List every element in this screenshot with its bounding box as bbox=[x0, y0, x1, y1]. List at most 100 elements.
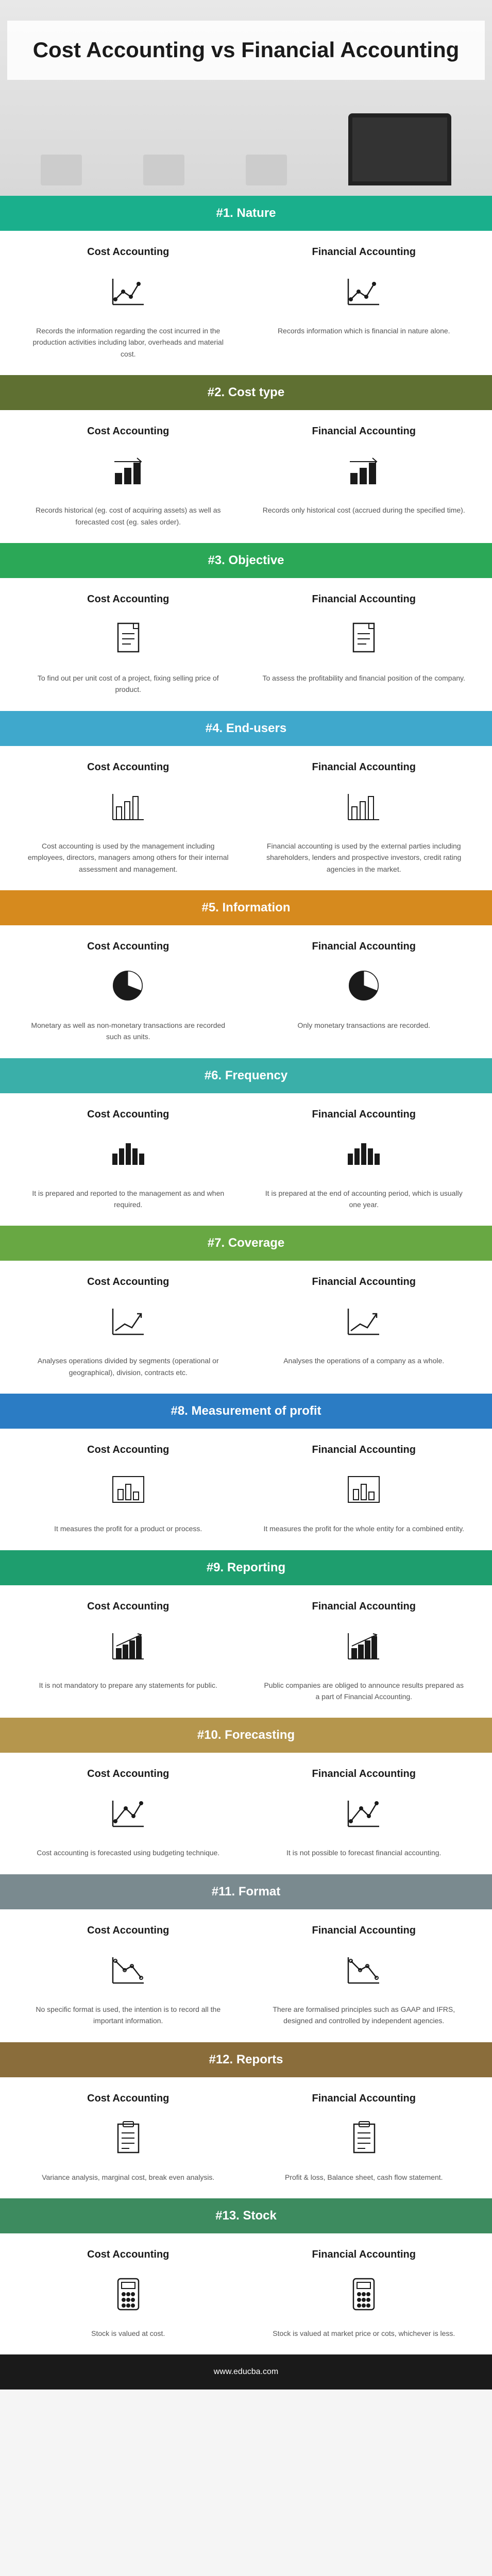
left-col-text: Stock is valued at cost. bbox=[21, 2328, 236, 2339]
right-col-text: Records information which is financial i… bbox=[257, 325, 472, 336]
report-icon bbox=[257, 2117, 472, 2159]
comparison-row-6: Cost Accounting It is prepared and repor… bbox=[0, 1093, 492, 1226]
right-col-text: Financial accounting is used by the exte… bbox=[257, 840, 472, 875]
section-title: #4. End-users bbox=[206, 721, 286, 735]
right-col-text: Analyses the operations of a company as … bbox=[257, 1355, 472, 1366]
section-header-7: #7. Coverage bbox=[0, 1226, 492, 1261]
bar-chart-icon bbox=[21, 786, 236, 827]
right-column: Financial Accounting Stock is valued at … bbox=[257, 2249, 472, 2339]
left-col-text: Cost accounting is used by the managemen… bbox=[21, 840, 236, 875]
left-column: Cost Accounting To find out per unit cos… bbox=[21, 594, 236, 696]
section-title: #11. Format bbox=[212, 1885, 280, 1899]
section-header-11: #11. Format bbox=[0, 1874, 492, 1909]
right-col-title: Financial Accounting bbox=[257, 594, 472, 605]
comparison-row-9: Cost Accounting It is not mandatory to p… bbox=[0, 1585, 492, 1718]
section-title: #1. Nature bbox=[216, 206, 276, 220]
section-title: #9. Reporting bbox=[207, 1561, 285, 1574]
right-col-title: Financial Accounting bbox=[257, 1601, 472, 1613]
section-title: #12. Reports bbox=[209, 2053, 283, 2066]
comparison-row-4: Cost Accounting Cost accounting is used … bbox=[0, 746, 492, 890]
right-col-text: Stock is valued at market price or cots,… bbox=[257, 2328, 472, 2339]
section-header-9: #9. Reporting bbox=[0, 1550, 492, 1585]
laptop-icon bbox=[348, 113, 451, 185]
pie-icon bbox=[21, 965, 236, 1007]
right-column: Financial Accounting Analyses the operat… bbox=[257, 1276, 472, 1378]
left-col-title: Cost Accounting bbox=[21, 1601, 236, 1613]
left-column: Cost Accounting It is prepared and repor… bbox=[21, 1109, 236, 1211]
comparison-row-7: Cost Accounting Analyses operations divi… bbox=[0, 1261, 492, 1394]
comparison-row-3: Cost Accounting To find out per unit cos… bbox=[0, 578, 492, 711]
comparison-row-1: Cost Accounting Records the information … bbox=[0, 231, 492, 375]
section-title: #3. Objective bbox=[208, 553, 284, 567]
right-col-title: Financial Accounting bbox=[257, 2249, 472, 2261]
document-icon bbox=[257, 618, 472, 659]
right-column: Financial Accounting Records information… bbox=[257, 246, 472, 360]
left-column: Cost Accounting It measures the profit f… bbox=[21, 1444, 236, 1534]
bar-up-icon bbox=[21, 450, 236, 492]
left-col-title: Cost Accounting bbox=[21, 941, 236, 953]
header-overlay: Cost Accounting vs Financial Accounting bbox=[7, 21, 485, 80]
calculator-icon bbox=[21, 2274, 236, 2315]
desk-item bbox=[246, 155, 287, 185]
left-col-text: It measures the profit for a product or … bbox=[21, 1523, 236, 1534]
comparison-row-12: Cost Accounting Variance analysis, margi… bbox=[0, 2077, 492, 2198]
right-col-text: It is prepared at the end of accounting … bbox=[257, 1188, 472, 1211]
left-col-title: Cost Accounting bbox=[21, 1109, 236, 1121]
left-col-text: No specific format is used, the intentio… bbox=[21, 2004, 236, 2027]
left-col-text: Variance analysis, marginal cost, break … bbox=[21, 2172, 236, 2183]
section-title: #6. Frequency bbox=[205, 1069, 287, 1082]
pie-icon bbox=[257, 965, 472, 1007]
line-chart-icon bbox=[21, 271, 236, 312]
right-col-title: Financial Accounting bbox=[257, 1444, 472, 1456]
line-chart-icon bbox=[257, 271, 472, 312]
right-column: Financial Accounting Financial accountin… bbox=[257, 761, 472, 875]
right-column: Financial Accounting It is prepared at t… bbox=[257, 1109, 472, 1211]
comparison-row-5: Cost Accounting Monetary as well as non-… bbox=[0, 925, 492, 1058]
left-column: Cost Accounting Records historical (eg. … bbox=[21, 426, 236, 528]
right-col-title: Financial Accounting bbox=[257, 1925, 472, 1937]
right-col-title: Financial Accounting bbox=[257, 2093, 472, 2105]
right-col-text: Records only historical cost (accrued du… bbox=[257, 504, 472, 516]
left-column: Cost Accounting Stock is valued at cost. bbox=[21, 2249, 236, 2339]
right-col-title: Financial Accounting bbox=[257, 1109, 472, 1121]
right-column: Financial Accounting To assess the profi… bbox=[257, 594, 472, 696]
document-icon bbox=[21, 618, 236, 659]
left-col-text: It is not mandatory to prepare any state… bbox=[21, 1680, 236, 1691]
left-col-title: Cost Accounting bbox=[21, 2093, 236, 2105]
left-col-text: Cost accounting is forecasted using budg… bbox=[21, 1847, 236, 1858]
report-icon bbox=[21, 2117, 236, 2159]
section-header-2: #2. Cost type bbox=[0, 375, 492, 410]
comparison-row-10: Cost Accounting Cost accounting is forec… bbox=[0, 1753, 492, 1874]
bar-box-icon bbox=[21, 1469, 236, 1510]
left-col-text: To find out per unit cost of a project, … bbox=[21, 672, 236, 696]
left-col-title: Cost Accounting bbox=[21, 1444, 236, 1456]
section-header-6: #6. Frequency bbox=[0, 1058, 492, 1093]
section-header-13: #13. Stock bbox=[0, 2198, 492, 2233]
left-col-title: Cost Accounting bbox=[21, 1768, 236, 1780]
left-column: Cost Accounting Monetary as well as non-… bbox=[21, 941, 236, 1043]
section-header-4: #4. End-users bbox=[0, 711, 492, 746]
main-title: Cost Accounting vs Financial Accounting bbox=[33, 36, 460, 64]
decline-icon bbox=[21, 1950, 236, 1991]
right-col-text: Profit & loss, Balance sheet, cash flow … bbox=[257, 2172, 472, 2183]
comparison-row-2: Cost Accounting Records historical (eg. … bbox=[0, 410, 492, 543]
comparison-row-8: Cost Accounting It measures the profit f… bbox=[0, 1429, 492, 1550]
right-column: Financial Accounting Public companies ar… bbox=[257, 1601, 472, 1703]
left-col-title: Cost Accounting bbox=[21, 761, 236, 773]
desk-decoration bbox=[0, 93, 492, 196]
desk-item bbox=[143, 155, 184, 185]
left-column: Cost Accounting No specific format is us… bbox=[21, 1925, 236, 2027]
bars-icon bbox=[257, 1133, 472, 1175]
section-title: #2. Cost type bbox=[208, 385, 284, 399]
left-col-text: Analyses operations divided by segments … bbox=[21, 1355, 236, 1378]
right-col-title: Financial Accounting bbox=[257, 761, 472, 773]
left-col-text: Records the information regarding the co… bbox=[21, 325, 236, 360]
section-title: #7. Coverage bbox=[208, 1236, 284, 1250]
right-column: Financial Accounting There are formalise… bbox=[257, 1925, 472, 2027]
left-col-title: Cost Accounting bbox=[21, 1276, 236, 1288]
right-col-text: It is not possible to forecast financial… bbox=[257, 1847, 472, 1858]
right-column: Financial Accounting Records only histor… bbox=[257, 426, 472, 528]
right-column: Financial Accounting It measures the pro… bbox=[257, 1444, 472, 1534]
arrow-up-icon bbox=[257, 1301, 472, 1342]
sections-container: #1. Nature Cost Accounting Records the i… bbox=[0, 196, 492, 2354]
